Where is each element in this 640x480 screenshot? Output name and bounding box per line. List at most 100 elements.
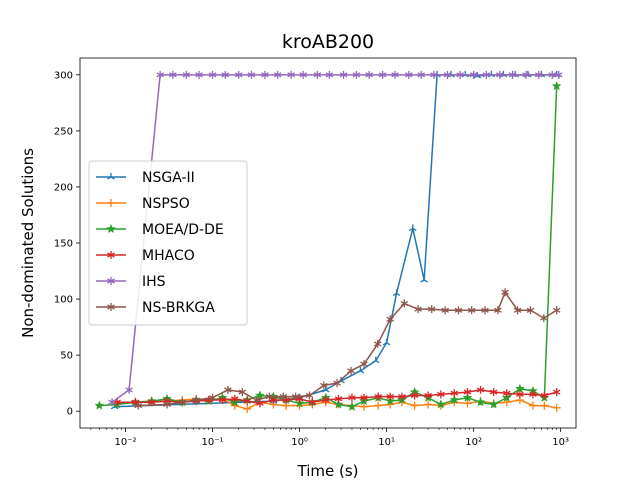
data-point: [529, 390, 537, 399]
data-point: [501, 288, 509, 297]
data-point: [273, 70, 282, 79]
data-point: [385, 395, 396, 406]
legend: NSGA-II NSPSO MOEA/D-DE MHACO IHS NS-BRKGA: [88, 160, 248, 326]
data-point: [218, 395, 227, 404]
legend-item: MOEA/D-DE: [96, 222, 224, 238]
data-point: [494, 306, 502, 315]
x-axis-title: Time (s): [297, 462, 359, 480]
data-point: [488, 399, 499, 409]
data-point: [435, 399, 446, 409]
y-tick-label: 300: [54, 70, 73, 81]
data-point: [287, 70, 295, 79]
data-point: [374, 392, 382, 401]
data-point: [221, 70, 230, 79]
data-point: [360, 360, 368, 369]
x-tick-label: 10²: [465, 437, 482, 448]
data-point: [334, 394, 343, 403]
legend-label: NSGA-II: [142, 170, 195, 186]
data-point: [243, 404, 252, 413]
legend-marker: [107, 199, 115, 207]
data-point: [392, 289, 401, 297]
data-point: [243, 397, 251, 406]
data-point: [489, 388, 498, 397]
data-point: [261, 70, 269, 79]
y-tick-label: 0: [67, 407, 73, 418]
data-point: [208, 393, 217, 402]
data-point: [163, 400, 171, 409]
data-point: [463, 399, 472, 408]
data-point: [496, 70, 504, 79]
data-point: [352, 70, 361, 79]
data-point: [125, 385, 133, 394]
data-point: [134, 401, 143, 410]
series-line: [111, 74, 559, 403]
x-tick-label: 10⁰: [291, 437, 308, 448]
data-point: [554, 70, 563, 79]
data-point: [230, 394, 239, 403]
data-point: [238, 388, 247, 397]
series-ihs: [108, 70, 563, 407]
data-point: [339, 70, 348, 79]
data-point: [420, 275, 428, 283]
data-point: [481, 306, 489, 315]
x-tick-label: 10⁻¹: [202, 437, 224, 448]
data-point: [386, 315, 394, 324]
data-point: [356, 366, 365, 374]
data-point: [410, 401, 419, 410]
data-point: [552, 403, 561, 412]
data-point: [414, 305, 422, 314]
data-point: [386, 392, 394, 401]
data-point: [360, 393, 368, 402]
series-line: [117, 389, 557, 405]
data-point: [325, 70, 334, 79]
legend-marker: [107, 277, 115, 285]
data-point: [321, 395, 330, 404]
data-point: [540, 314, 548, 323]
data-point: [552, 306, 561, 315]
data-point: [360, 402, 369, 411]
data-point: [224, 385, 232, 394]
data-point: [108, 398, 116, 407]
data-point: [313, 70, 322, 79]
y-axis: 0 50 100 150 200 250 300: [54, 70, 80, 418]
legend-label: MOEA/D-DE: [142, 222, 224, 238]
legend-marker: [107, 173, 115, 180]
y-axis-title: Non-dominated Solutions: [19, 148, 37, 338]
legend-marker: [106, 223, 116, 234]
data-point: [405, 70, 413, 79]
data-point: [299, 70, 307, 79]
data-point: [417, 70, 426, 79]
legend-box: [88, 160, 248, 326]
data-point: [279, 392, 288, 401]
plot-area: [94, 70, 563, 413]
x-axis: 10⁻² 10⁻¹ 10⁰ 10¹ 10² 10³: [90, 428, 569, 448]
data-point: [192, 395, 201, 404]
legend-label: NSPSO: [142, 196, 190, 212]
data-point: [454, 306, 463, 315]
data-point: [178, 398, 187, 407]
data-point: [456, 70, 464, 79]
data-point: [208, 70, 217, 79]
data-point: [409, 224, 417, 231]
x-tick-label: 10³: [552, 437, 569, 448]
data-point: [463, 388, 472, 397]
data-point: [374, 401, 383, 410]
y-tick-label: 50: [60, 351, 73, 362]
data-point: [169, 70, 177, 79]
data-point: [391, 70, 399, 79]
data-point: [371, 356, 380, 364]
data-point: [526, 306, 535, 315]
data-point: [347, 401, 357, 411]
data-point: [382, 338, 391, 346]
data-point: [437, 390, 445, 399]
data-point: [430, 70, 438, 79]
y-tick-label: 100: [54, 295, 73, 306]
data-point: [424, 391, 432, 400]
legend-item: NSPSO: [96, 196, 190, 212]
legend-label: MHACO: [142, 248, 195, 264]
data-point: [378, 70, 387, 79]
data-point: [528, 401, 537, 410]
data-point: [427, 305, 436, 314]
legend-label: IHS: [142, 274, 166, 290]
